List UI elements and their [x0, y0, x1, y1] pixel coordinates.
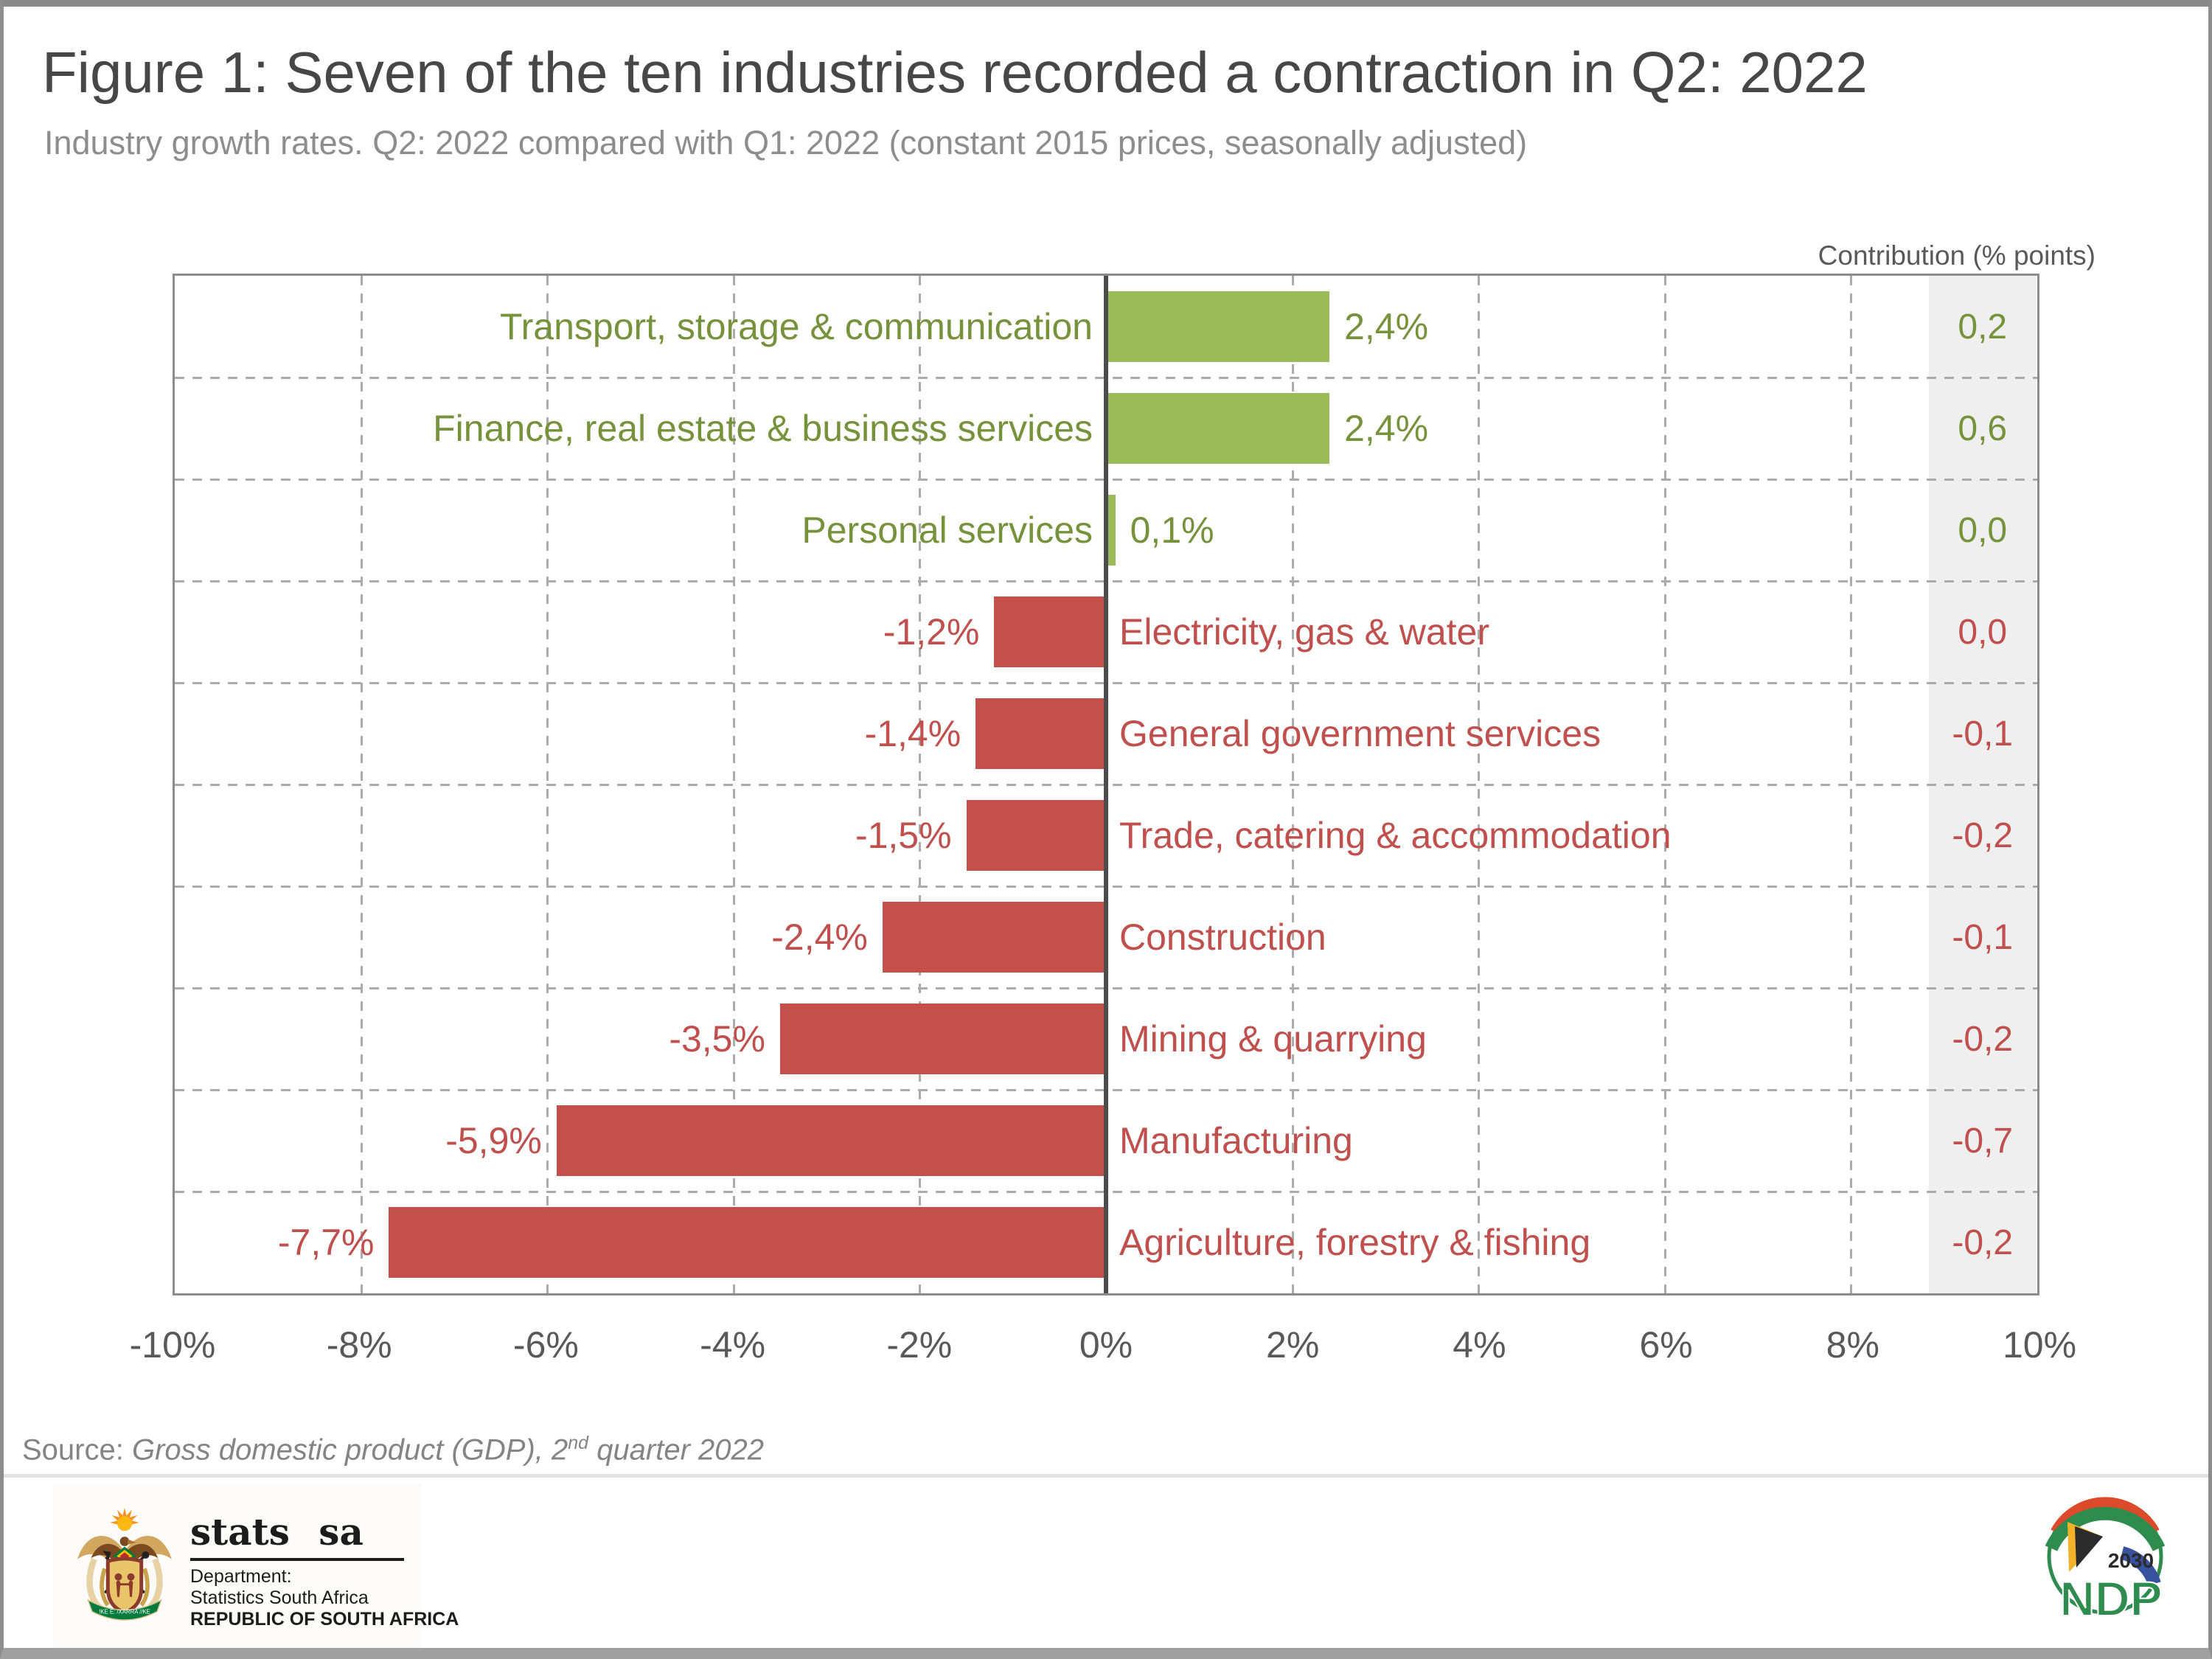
growth-bar: [975, 698, 1106, 769]
value-label: 0,1%: [1130, 509, 1214, 551]
x-tick-label: 8%: [1826, 1324, 1879, 1366]
contribution-value: 0,0: [1958, 510, 2008, 550]
category-label: Agriculture, forestry & fishing: [1119, 1222, 1591, 1263]
x-tick-label: -4%: [700, 1324, 766, 1366]
growth-bar: [556, 1105, 1106, 1176]
source-text: Gross domestic product (GDP), 2: [131, 1433, 568, 1467]
x-axis: -10% -8% -6% -4% -2% 0% 2% 4% 6% 8% 10%: [130, 1324, 2076, 1375]
contribution-value: 0,0: [1958, 612, 2008, 652]
gridline-vertical: [1850, 276, 1853, 1293]
x-tick-label: 6%: [1639, 1324, 1693, 1366]
growth-bar: [966, 799, 1106, 871]
plot-area: Transport, storage & communication 2,4% 0,…: [173, 274, 2039, 1295]
statssa-underline: [190, 1558, 404, 1561]
category-label: Mining & quarrying: [1119, 1018, 1427, 1060]
category-label: Personal services: [801, 509, 1093, 551]
x-tick-label: -2%: [886, 1324, 953, 1366]
south-africa-coat-of-arms-icon: !KE E: /XARRA //KE: [77, 1508, 172, 1621]
x-tick-label: 0%: [1079, 1324, 1133, 1366]
statssa-department-name: Statistics South Africa: [190, 1587, 369, 1608]
growth-bar: [389, 1206, 1106, 1278]
value-label: -1,5%: [855, 815, 952, 856]
x-tick-label: -10%: [129, 1324, 216, 1366]
value-label: 2,4%: [1344, 408, 1429, 449]
category-label: Electricity, gas & water: [1119, 611, 1490, 653]
x-tick-label: -8%: [326, 1324, 392, 1366]
figure-subtitle: Industry growth rates. Q2: 2022 compared…: [44, 124, 1528, 161]
gridline-vertical: [1291, 276, 1294, 1293]
x-tick-label: 2%: [1266, 1324, 1320, 1366]
x-tick-label: 4%: [1453, 1324, 1506, 1366]
coat-of-arms-motto: !KE E: /XARRA //KE: [99, 1608, 150, 1615]
zero-baseline: [1104, 276, 1108, 1293]
ndp-year-label: 2030: [2108, 1549, 2154, 1572]
growth-bar: [994, 596, 1106, 667]
value-label: -3,5%: [669, 1018, 765, 1060]
category-label: Finance, real estate & business services: [433, 408, 1093, 449]
value-label: -2,4%: [771, 917, 868, 958]
contribution-value: -0,2: [1952, 1019, 2014, 1059]
growth-bar: [882, 901, 1106, 973]
contribution-value: -0,1: [1952, 714, 2014, 754]
value-label: -1,2%: [883, 611, 980, 653]
contribution-value: -0,1: [1952, 917, 2014, 957]
growth-bar: [1106, 291, 1330, 362]
value-label: 2,4%: [1344, 306, 1429, 347]
x-tick-label: -6%: [512, 1324, 579, 1366]
contribution-value: -0,2: [1952, 815, 2014, 855]
category-label: Transport, storage & communication: [499, 306, 1093, 347]
category-label: Manufacturing: [1119, 1120, 1353, 1161]
growth-bar: [779, 1003, 1106, 1074]
statssa-republic-label: REPUBLIC OF SOUTH AFRICA: [190, 1609, 459, 1630]
source-text-end: quarter 2022: [588, 1433, 765, 1467]
ndp-name-label: NDP: [2059, 1571, 2162, 1626]
category-label: Construction: [1119, 917, 1326, 958]
contribution-value: 0,6: [1958, 408, 2008, 448]
growth-bar: [1106, 494, 1116, 566]
source-note: Source: Gross domestic product (GDP), 2n…: [22, 1433, 764, 1467]
statssa-wordmark: stats sa: [190, 1510, 364, 1554]
gridline-vertical: [1663, 276, 1666, 1293]
source-superscript: nd: [568, 1433, 589, 1453]
contribution-value: -0,2: [1952, 1222, 2014, 1262]
figure-title: Figure 1: Seven of the ten industries re…: [42, 40, 1868, 105]
ndp-2030-logo-icon: 2030 NDP: [2045, 1497, 2166, 1627]
value-label: -7,7%: [277, 1222, 375, 1263]
gridline-vertical: [1478, 276, 1481, 1293]
category-label: Trade, catering & accommodation: [1119, 815, 1672, 856]
contribution-value: 0,2: [1958, 307, 2008, 347]
contribution-column-header: Contribution (% points): [1818, 240, 2096, 271]
statssa-department-label: Department:: [190, 1566, 292, 1587]
source-prefix: Source:: [22, 1433, 132, 1467]
value-label: -5,9%: [445, 1120, 542, 1161]
contribution-value: -0,7: [1952, 1121, 2014, 1161]
category-label: General government services: [1119, 713, 1601, 754]
footer-divider: [0, 1474, 2212, 1478]
growth-bar: [1106, 392, 1330, 464]
x-tick-label: 10%: [2002, 1324, 2077, 1366]
value-label: -1,4%: [864, 713, 961, 754]
